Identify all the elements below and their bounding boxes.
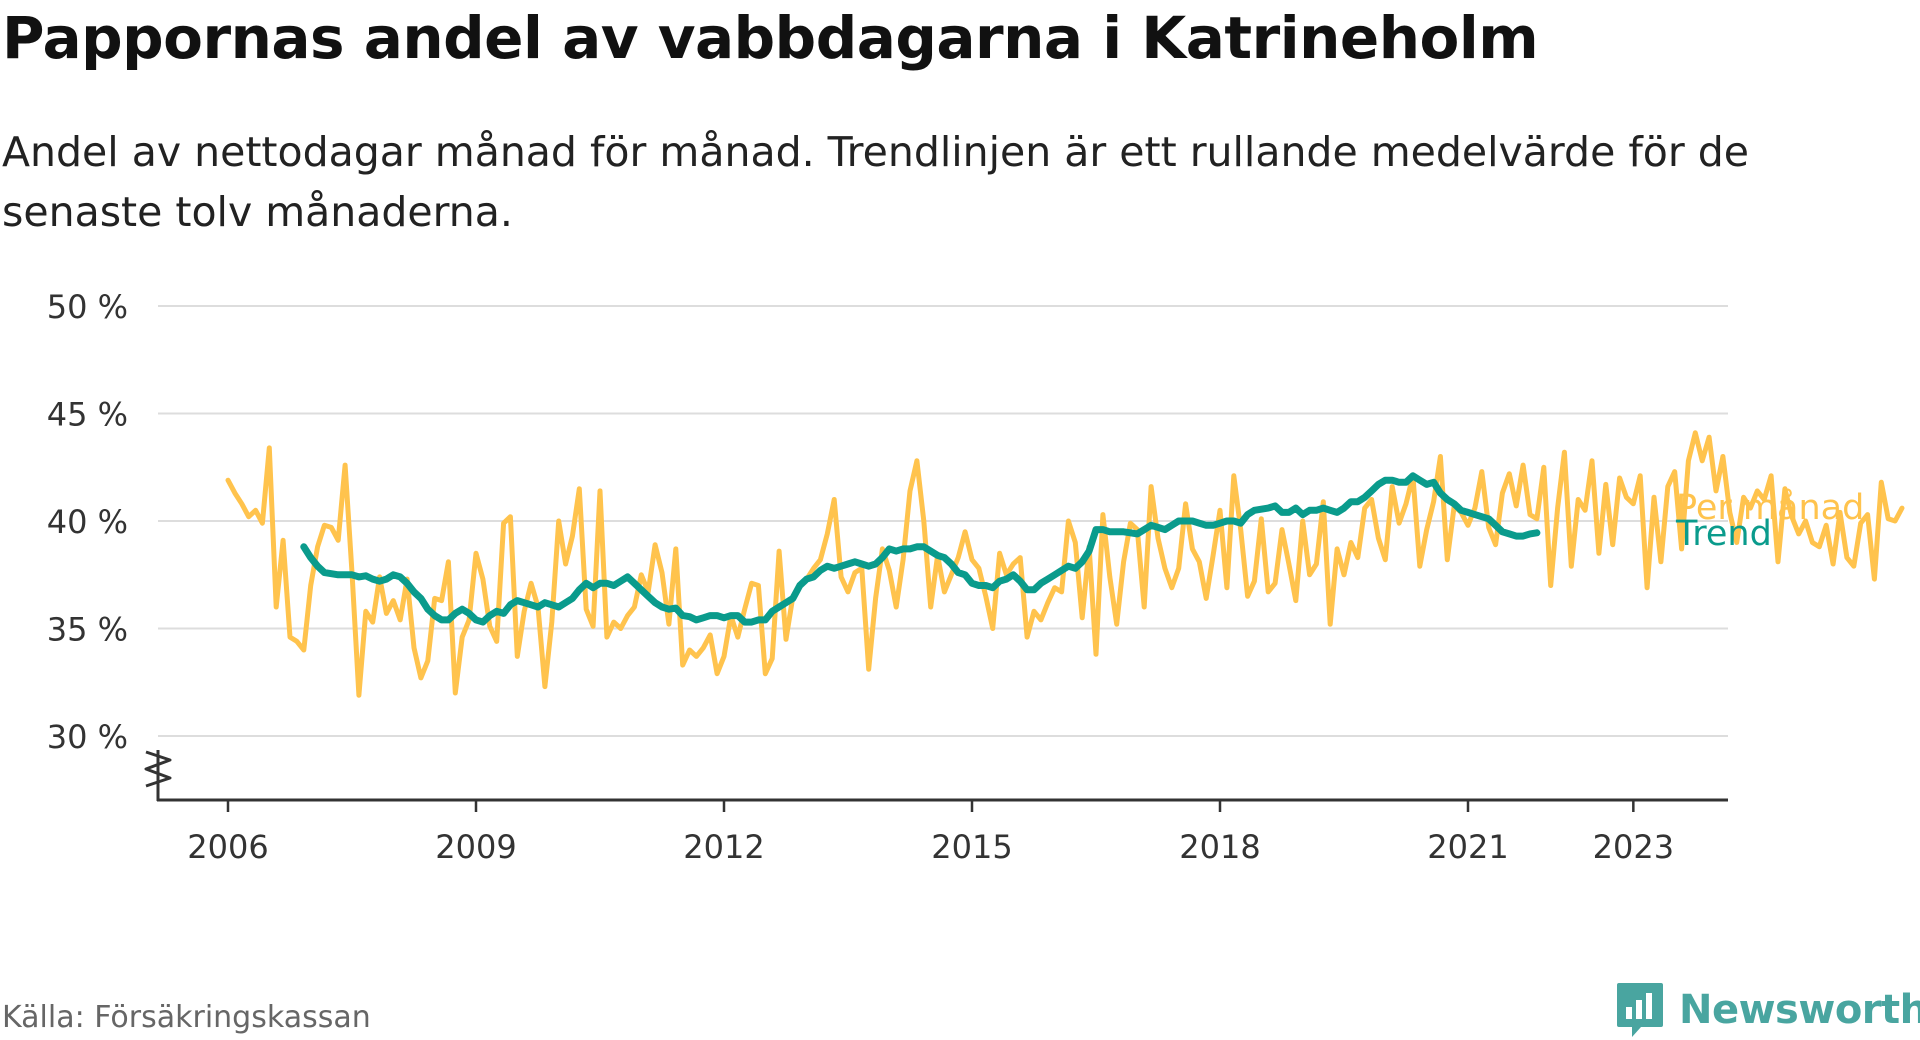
series-line-trend [300,472,1541,626]
brand-name: Newsworthy [1679,987,1920,1033]
newsworthy-logo[interactable]: Newsworthy [1615,980,1920,1040]
series-line-monthly [225,430,1905,698]
y-tick-label: 50 % [47,288,128,326]
x-tick-label: 2012 [683,828,764,866]
x-tick-label: 2023 [1593,828,1674,866]
x-tick-label: 2021 [1427,828,1508,866]
y-tick-label: 45 % [47,396,128,434]
y-tick-label: 30 % [47,718,128,756]
chart-title: Pappornas andel av vabbdagarna i Katrine… [2,4,1539,72]
axis-break-icon [144,750,172,788]
source-note: Källa: Försäkringskassan [2,1000,371,1035]
y-tick-label: 35 % [47,611,128,649]
y-tick-label: 40 % [47,503,128,541]
chart-logo-icon [1617,983,1663,1037]
x-tick-label: 2015 [931,828,1012,866]
line-chart: 30 % 35 % 40 % 45 % 50 % 2006 2009 2012 2015 2018… [47,288,1905,866]
x-tick-label: 2009 [435,828,516,866]
series-label-monthly: Per månad [1676,487,1864,528]
x-tick-label: 2006 [187,828,268,866]
x-tick-label: 2018 [1179,828,1260,866]
chart-subtitle: Andel av nettodagar månad för månad. Tre… [2,128,1749,236]
series-label-trend: Trend [1675,514,1772,554]
